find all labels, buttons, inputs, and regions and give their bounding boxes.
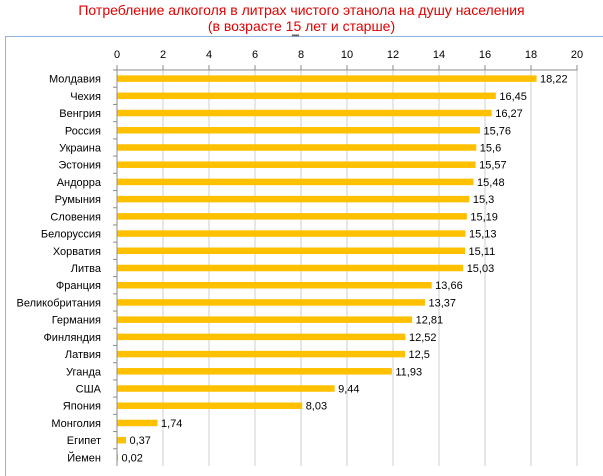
- category-label: Германия: [52, 315, 101, 327]
- category-label: Венгрия: [59, 108, 101, 120]
- bar: [117, 264, 464, 272]
- bar: [117, 144, 477, 151]
- category-label: Андорра: [57, 177, 102, 189]
- value-label: 15,19: [470, 211, 498, 223]
- spreadsheet-frame: [5, 36, 603, 476]
- x-tick-label: 10: [341, 49, 353, 61]
- bar: [117, 419, 158, 427]
- category-label: Румыния: [55, 194, 101, 206]
- x-tick-label: 2: [160, 49, 166, 61]
- value-label: 15,13: [469, 229, 497, 241]
- value-label: 15,6: [480, 142, 501, 154]
- category-label: Франция: [56, 280, 101, 292]
- value-label: 16,45: [499, 91, 527, 103]
- category-label: Литва: [71, 263, 102, 275]
- value-label: 9,44: [338, 384, 359, 396]
- x-tick-label: 16: [479, 49, 491, 61]
- value-label: 15,03: [467, 263, 495, 275]
- x-tick-label: 6: [252, 49, 258, 61]
- bar: [117, 213, 467, 220]
- x-tick-label: 20: [571, 49, 583, 61]
- bar: [117, 281, 432, 289]
- category-label: Монголия: [51, 418, 101, 430]
- x-tick-label: 12: [387, 49, 399, 61]
- value-label: 0,02: [121, 452, 142, 464]
- value-label: 18,22: [540, 74, 568, 86]
- bar: [117, 247, 466, 255]
- bar: [117, 402, 303, 409]
- category-label: США: [76, 384, 102, 396]
- category-label: Словения: [50, 211, 101, 223]
- bar: [117, 299, 426, 306]
- category-label: Эстония: [58, 160, 101, 172]
- bar: [117, 316, 413, 323]
- value-label: 15,76: [483, 125, 511, 137]
- category-label: Украина: [59, 142, 102, 154]
- category-label: Уганда: [66, 366, 102, 378]
- value-label: 12,81: [416, 315, 444, 327]
- value-label: 15,3: [473, 194, 494, 206]
- category-label: Белоруссия: [41, 229, 101, 241]
- category-label: Япония: [63, 401, 101, 413]
- category-label: Хорватия: [53, 246, 101, 258]
- x-tick-label: 18: [525, 49, 537, 61]
- value-label: 12,5: [409, 349, 430, 361]
- x-tick-label: 8: [298, 49, 304, 61]
- category-label: Великобритания: [17, 297, 102, 309]
- category-label: Финляндия: [43, 332, 101, 344]
- bar: [117, 92, 496, 100]
- category-label: Молдавия: [49, 74, 101, 86]
- value-label: 12,52: [409, 332, 437, 344]
- value-label: 0,37: [130, 435, 151, 447]
- x-tick-label: 0: [114, 49, 120, 61]
- value-label: 8,03: [306, 401, 327, 413]
- bar: [117, 350, 405, 358]
- bar: [117, 109, 492, 117]
- bar: [117, 385, 335, 392]
- chart-title: Потребление алкоголя в литрах чистого эт…: [0, 2, 603, 34]
- value-label: 15,11: [469, 246, 496, 258]
- category-label: Россия: [65, 125, 101, 137]
- bar: [117, 161, 476, 168]
- value-label: 13,37: [429, 297, 457, 309]
- category-label: Египет: [67, 435, 101, 447]
- x-tick-label: 4: [206, 49, 212, 61]
- value-label: 15,57: [479, 160, 507, 172]
- bar: [117, 454, 119, 461]
- value-label: 16,27: [495, 108, 523, 120]
- chart-title-line-2: (в возрасте 15 лет и старше): [207, 18, 396, 34]
- category-label: Латвия: [65, 349, 101, 361]
- bar: [117, 368, 392, 375]
- x-tick-label: 14: [433, 49, 445, 61]
- chart-title-line-1: Потребление алкоголя в литрах чистого эт…: [78, 2, 525, 18]
- value-label: 13,66: [435, 280, 463, 292]
- bar: [117, 436, 127, 444]
- category-label: Йемен: [67, 451, 101, 464]
- chart-resize-handle[interactable]: ••••: [291, 31, 299, 40]
- bar: [117, 333, 406, 341]
- value-label: 15,48: [477, 177, 505, 189]
- bar: [117, 178, 474, 186]
- bar: [117, 127, 480, 134]
- value-label: 1,74: [161, 418, 182, 430]
- bar: [117, 75, 537, 82]
- bar: [117, 195, 470, 203]
- category-label: Чехия: [70, 91, 101, 103]
- value-label: 11,93: [395, 366, 422, 378]
- bar: [117, 230, 466, 237]
